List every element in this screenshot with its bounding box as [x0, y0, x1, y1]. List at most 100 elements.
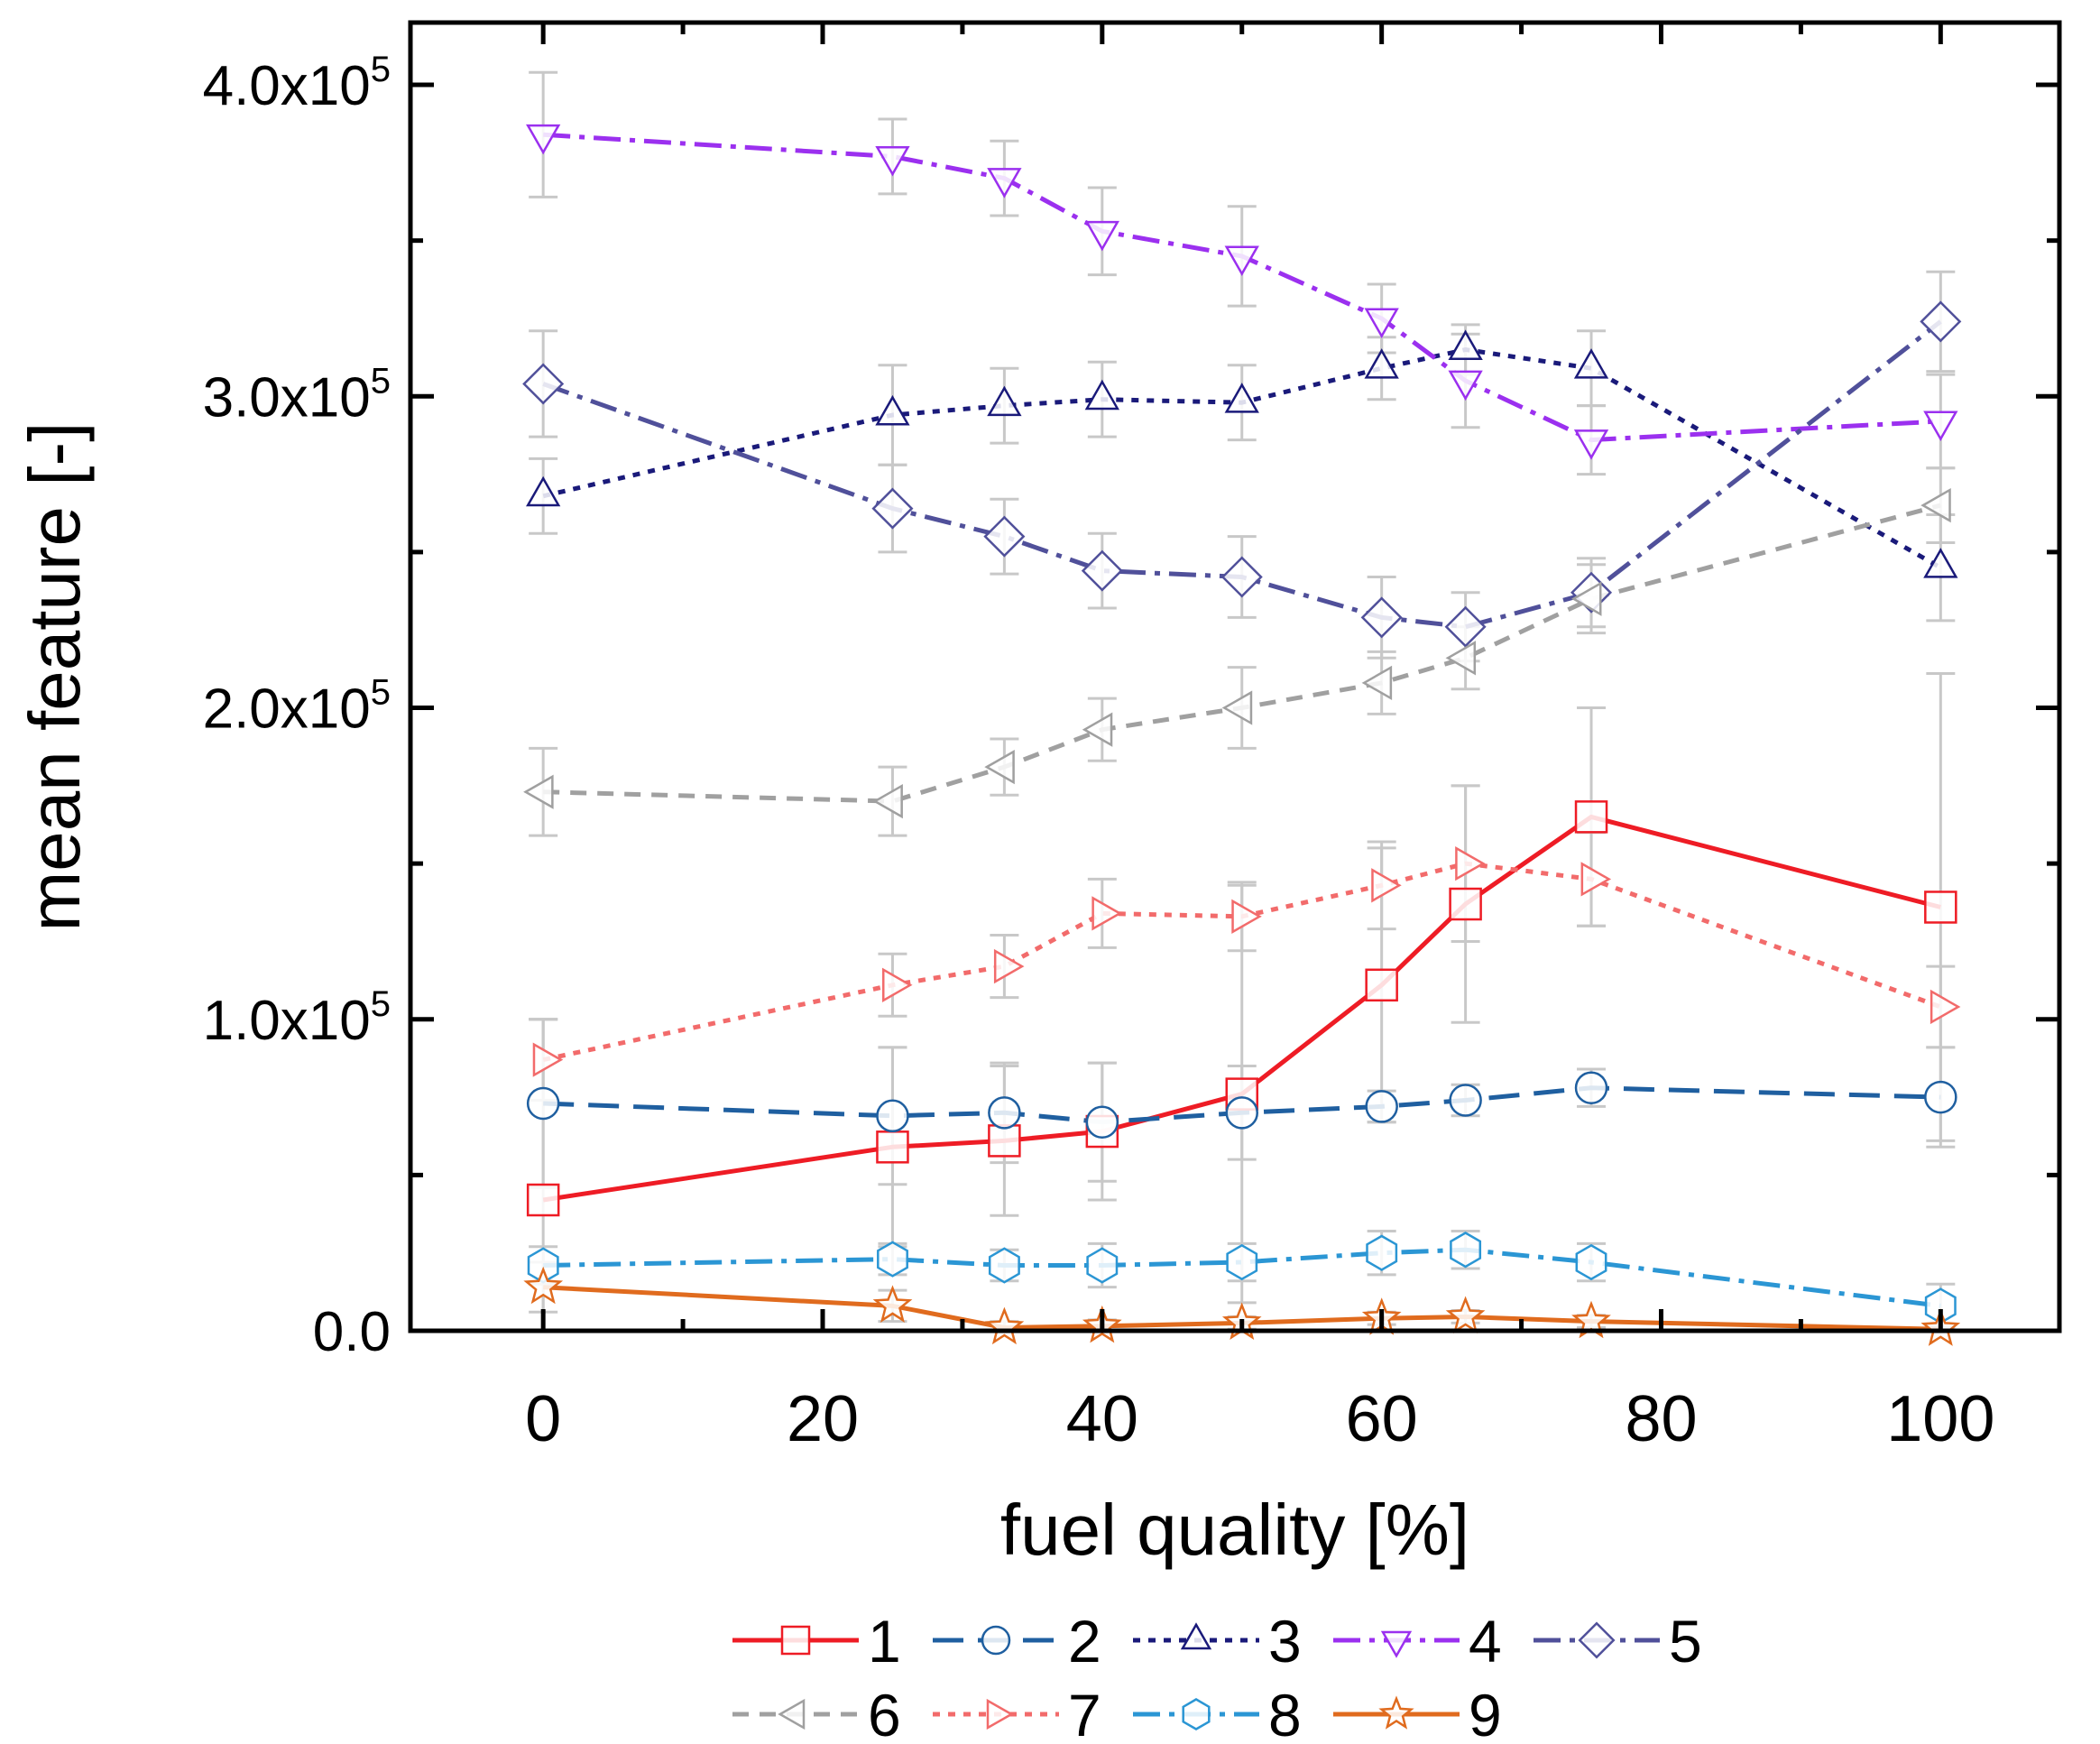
data-point-series-7 — [1231, 899, 1262, 934]
data-point-series-2 — [526, 1086, 560, 1121]
data-point-series-7 — [1371, 868, 1402, 903]
legend-marker-7 — [986, 1698, 1014, 1730]
data-point-series-4 — [987, 168, 1022, 198]
data-point-series-7 — [1091, 896, 1122, 931]
data-point-series-6 — [523, 774, 554, 809]
data-point-series-5 — [1920, 300, 1962, 343]
data-point-series-7 — [1455, 845, 1486, 881]
data-point-series-1 — [526, 1183, 560, 1217]
data-point-series-4 — [1364, 308, 1399, 339]
data-point-series-3 — [1923, 548, 1958, 578]
data-point-series-2 — [1574, 1071, 1608, 1104]
legend-label-5: 5 — [1669, 1608, 1702, 1675]
data-point-series-5 — [1220, 556, 1263, 598]
x-tick-label: 0 — [525, 1383, 561, 1455]
y-tick-label: 1.0x105 — [203, 984, 391, 1052]
data-point-series-8 — [1450, 1232, 1482, 1269]
legend-marker-2 — [981, 1625, 1011, 1656]
x-tick-label: 20 — [787, 1383, 859, 1455]
data-point-series-1 — [988, 1124, 1021, 1158]
y-tick-label: 3.0x105 — [203, 361, 391, 429]
data-point-series-2 — [1365, 1090, 1398, 1123]
data-point-series-4 — [1923, 411, 1958, 441]
data-point-series-4 — [1084, 220, 1119, 252]
legend-label-4: 4 — [1469, 1608, 1502, 1675]
data-point-series-3 — [1448, 329, 1483, 360]
legend-marker-1 — [780, 1625, 811, 1656]
data-point-series-6 — [1082, 712, 1113, 747]
series-markers — [522, 124, 1962, 1346]
data-point-series-2 — [1225, 1096, 1258, 1130]
data-point-series-6 — [872, 783, 903, 819]
data-point-series-4 — [1448, 370, 1483, 401]
data-point-series-7 — [532, 1042, 564, 1077]
data-point-series-5 — [1444, 605, 1487, 648]
legend-marker-5 — [1578, 1621, 1616, 1659]
data-point-series-5 — [1081, 549, 1123, 592]
legend-label-1: 1 — [868, 1608, 901, 1675]
x-tick-label: 40 — [1066, 1383, 1138, 1455]
data-point-series-1 — [876, 1130, 909, 1164]
data-point-series-9 — [1445, 1296, 1486, 1334]
x-tick-label: 60 — [1346, 1383, 1418, 1455]
data-point-series-6 — [1570, 581, 1602, 616]
data-point-series-5 — [871, 487, 914, 530]
data-point-series-3 — [1084, 379, 1119, 411]
legend-marker-8 — [1182, 1698, 1211, 1730]
data-point-series-8 — [1086, 1247, 1119, 1284]
data-point-series-7 — [882, 967, 913, 1002]
data-point-series-8 — [988, 1247, 1020, 1284]
data-point-series-3 — [1573, 348, 1609, 379]
data-point-series-1 — [1574, 800, 1608, 834]
data-point-series-3 — [1364, 348, 1399, 379]
legend-label-9: 9 — [1469, 1682, 1502, 1744]
legend-label-7: 7 — [1068, 1682, 1101, 1744]
plot-frame — [408, 20, 2062, 1333]
y-axis-label: mean feature [-] — [14, 422, 95, 932]
data-point-series-9 — [523, 1266, 564, 1305]
legend-label-2: 2 — [1068, 1608, 1101, 1675]
data-point-series-7 — [1930, 989, 1961, 1025]
data-point-series-2 — [1924, 1080, 1957, 1114]
data-point-series-6 — [1445, 641, 1477, 676]
data-point-series-5 — [522, 363, 565, 405]
data-point-series-6 — [984, 749, 1015, 785]
data-point-series-5 — [983, 515, 1026, 558]
data-point-series-2 — [876, 1099, 909, 1133]
data-point-series-4 — [875, 146, 910, 177]
legend-label-3: 3 — [1268, 1608, 1302, 1675]
data-point-series-3 — [526, 475, 561, 507]
data-point-series-1 — [1365, 968, 1398, 1002]
legend: 1 2 3 4 5 6 7 8 9 — [732, 1608, 1702, 1744]
legend-label-8: 8 — [1268, 1682, 1302, 1744]
y-tick-label: 0.0 — [313, 1301, 391, 1363]
legend-marker-4 — [1380, 1630, 1413, 1658]
data-point-series-3 — [987, 385, 1022, 417]
axes: 0 20 40 60 80 100 0.0 1.0x105 2.0x105 3.0x105 4.0x… — [203, 23, 2059, 1455]
x-axis-label: fuel quality [%] — [1000, 1490, 1469, 1570]
data-point-series-8 — [1575, 1243, 1607, 1281]
y-tick-label: 2.0x105 — [203, 673, 391, 741]
data-point-series-6 — [1361, 665, 1393, 701]
data-point-series-4 — [1573, 429, 1609, 460]
data-point-series-5 — [1360, 596, 1403, 639]
data-point-series-3 — [875, 394, 910, 426]
y-tick-label: 4.0x105 — [203, 50, 391, 117]
legend-marker-9 — [1378, 1695, 1414, 1730]
data-point-series-7 — [993, 948, 1025, 984]
data-point-series-2 — [1085, 1105, 1119, 1139]
data-point-series-4 — [1224, 245, 1259, 276]
legend-label-6: 6 — [868, 1682, 901, 1744]
legend-marker-3 — [1180, 1622, 1212, 1650]
data-point-series-2 — [1449, 1084, 1482, 1117]
data-point-series-8 — [1366, 1234, 1398, 1271]
data-point-series-9 — [984, 1306, 1025, 1345]
legend-marker-6 — [778, 1698, 806, 1730]
data-point-series-3 — [1224, 383, 1259, 413]
x-tick-label: 80 — [1625, 1383, 1697, 1455]
data-point-series-6 — [1920, 487, 1951, 523]
data-point-series-8 — [877, 1241, 908, 1278]
data-point-series-4 — [526, 124, 561, 155]
data-point-series-9 — [872, 1285, 913, 1323]
